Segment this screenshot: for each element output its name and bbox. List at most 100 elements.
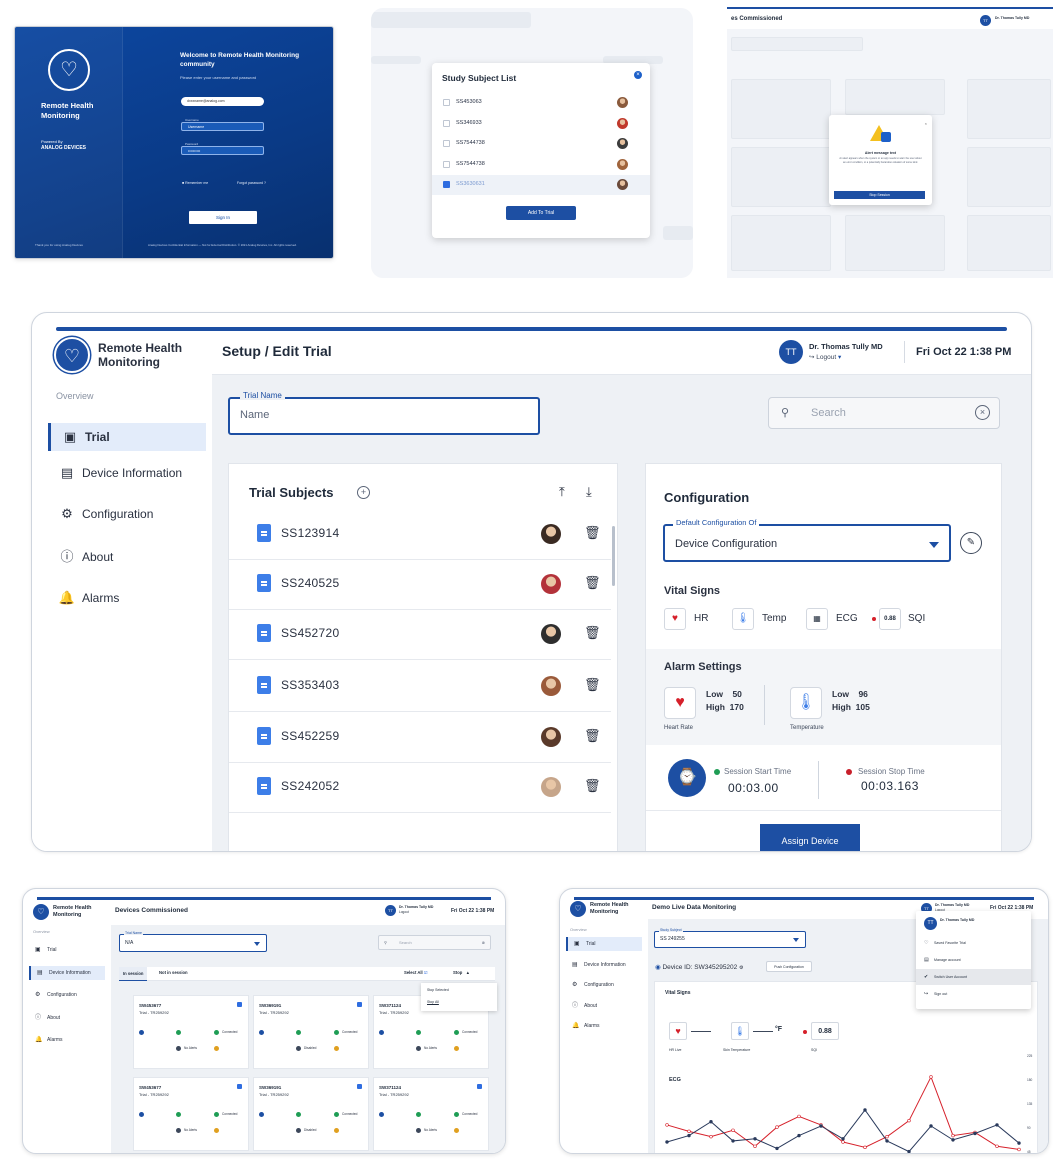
scrollbar[interactable] xyxy=(612,526,615,586)
avatar[interactable]: TT xyxy=(980,15,991,26)
table-row[interactable]: SS123914 🗑 xyxy=(229,510,611,560)
device-id: SW453677 xyxy=(139,1085,162,1090)
table-row[interactable]: SS240525 🗑 xyxy=(229,560,611,610)
ecg-icon[interactable]: ▦ xyxy=(806,608,828,630)
trash-icon[interactable]: 🗑 xyxy=(584,778,601,793)
trash-icon[interactable]: 🗑 xyxy=(584,575,601,590)
logout-link[interactable]: Logout xyxy=(399,910,409,914)
forgot-password-link[interactable]: Forgot password ? xyxy=(237,181,266,185)
checkbox[interactable] xyxy=(357,1084,362,1089)
sidebar-item-alarms[interactable]: 🔔 Alarms xyxy=(566,1019,642,1033)
list-item[interactable]: SS453063 xyxy=(432,93,650,113)
username-field[interactable]: Username xyxy=(181,122,264,131)
sidebar-item-trial[interactable]: ▣ Trial xyxy=(48,423,206,451)
trash-icon[interactable]: 🗑 xyxy=(584,625,601,640)
upload-icon[interactable]: ⤒ xyxy=(559,484,565,499)
add-icon[interactable]: + xyxy=(357,486,370,499)
list-item[interactable]: SS7544738 xyxy=(432,134,650,154)
assign-device-button[interactable]: Assign Device xyxy=(760,824,860,851)
checkbox[interactable] xyxy=(443,119,450,127)
remember-me-checkbox[interactable]: ■ Remember me xyxy=(182,181,209,185)
ecg-point xyxy=(797,1114,801,1119)
trash-icon[interactable]: 🗑 xyxy=(584,728,601,743)
checkbox[interactable] xyxy=(477,1084,482,1089)
menu-item-manage-account[interactable]: ▤ Manage account xyxy=(916,952,1031,968)
sidebar-item-device-information[interactable]: ▤ Device Information xyxy=(566,958,642,972)
sidebar-item-configuration[interactable]: ⚙ Configuration xyxy=(566,978,642,992)
menu-item-sign-out[interactable]: ↪ Sign out xyxy=(916,986,1031,1002)
sidebar-item-about[interactable]: ⓘ About xyxy=(566,999,642,1013)
sidebar-item-device-information[interactable]: ▤ Device Information xyxy=(29,965,105,980)
study-subject-select[interactable]: Study Subject SS 249255 xyxy=(654,928,806,948)
list-item[interactable]: SS7544738 xyxy=(432,155,650,175)
sqi-icon[interactable]: 0.88 xyxy=(879,608,901,630)
heart-icon[interactable]: ♥ xyxy=(664,608,686,630)
stop-session-button[interactable]: Stop Session xyxy=(834,191,925,199)
avatar[interactable]: TT xyxy=(779,340,803,364)
stop-selected-item[interactable]: Stop Selected xyxy=(427,988,449,992)
checkbox[interactable] xyxy=(443,181,450,188)
table-row[interactable]: SS452720 🗑 xyxy=(229,610,611,660)
stop-all-item[interactable]: Stop All xyxy=(427,1000,439,1004)
tab-in-session[interactable]: In session xyxy=(119,967,148,981)
sidebar-item-alarms[interactable]: 🔔 Alarms xyxy=(48,584,206,612)
sign-in-button[interactable]: Sign In xyxy=(189,211,257,224)
watch-icon: ⌚ xyxy=(668,759,706,797)
trial-name-input[interactable]: Trial Name Name xyxy=(228,391,540,435)
tab-not-in-session[interactable]: Not in session xyxy=(159,970,188,975)
avatar[interactable]: TT xyxy=(385,905,396,916)
checkbox[interactable] xyxy=(443,99,450,106)
device-card[interactable]: SW453677 Trial - TR259292 Connected No Aler… xyxy=(133,1077,249,1151)
thermometer-icon[interactable]: 🌡 xyxy=(732,608,754,630)
table-row[interactable]: SS353403 🗑 xyxy=(229,662,611,712)
trash-icon[interactable]: 🗑 xyxy=(584,677,601,692)
close-icon[interactable]: × xyxy=(634,71,642,79)
edit-icon[interactable]: ✎ xyxy=(960,532,982,554)
menu-item-saved-favorite-trial[interactable]: ♡ Saved Favorite Trial xyxy=(916,935,1031,951)
close-icon[interactable]: × xyxy=(924,121,927,126)
push-configuration-button[interactable]: Push Configuration xyxy=(766,961,812,972)
trial-name-select[interactable]: Trial Name N/A xyxy=(119,931,267,952)
checkbox[interactable] xyxy=(357,1002,362,1007)
sidebar-item-alarms[interactable]: 🔔 Alarms xyxy=(29,1033,105,1047)
clear-icon[interactable]: × xyxy=(975,405,990,420)
device-card[interactable]: SW369191 Trial - TR259292 Connected Disable… xyxy=(253,995,369,1069)
menu-item-switch-user-account[interactable]: ✔ Switch User Account xyxy=(916,969,1031,985)
clear-icon[interactable]: ⊗ xyxy=(481,940,485,945)
sidebar-item-about[interactable]: ⓘ About xyxy=(48,543,206,571)
password-field[interactable]: •••••••••• xyxy=(181,146,264,155)
stop-dropdown[interactable]: Stop ▲ xyxy=(453,970,470,975)
checkbox[interactable] xyxy=(443,160,450,168)
list-item[interactable]: SS3630631 xyxy=(432,175,650,195)
sidebar-item-about[interactable]: ⓘ About xyxy=(29,1011,105,1025)
sidebar-item-trial[interactable]: ▣ Trial xyxy=(566,937,642,951)
sidebar-item-configuration[interactable]: ⚙ Configuration xyxy=(48,500,206,528)
checkbox[interactable] xyxy=(443,140,450,147)
select-all[interactable]: Select All ☑ xyxy=(404,970,428,975)
checkbox[interactable] xyxy=(237,1084,242,1089)
add-to-trial-button[interactable]: Add To Trial xyxy=(506,206,576,220)
trash-icon[interactable]: 🗑 xyxy=(584,525,601,540)
search-input[interactable]: ⚲ Search ⊗ xyxy=(378,935,491,950)
email-field[interactable]: dxxxname@analog.com xyxy=(181,97,264,106)
configuration-select[interactable]: Default Configuration Of Device Configur… xyxy=(663,518,951,562)
checkbox[interactable] xyxy=(237,1002,242,1007)
heart-icon[interactable]: ♥ xyxy=(664,687,696,719)
sidebar-item-device-information[interactable]: ▤ Device Information xyxy=(48,459,206,487)
table-row[interactable]: SS452259 🗑 xyxy=(229,713,611,763)
search-input[interactable]: ⚲ Search × xyxy=(768,397,1000,429)
device-card[interactable]: SW453677 Trial - TR259292 Connected No Aler… xyxy=(133,995,249,1069)
sidebar-item-label: Configuration xyxy=(47,992,77,998)
chevron-down-icon[interactable]: ▾ xyxy=(837,354,842,361)
sidebar-item-configuration[interactable]: ⚙ Configuration xyxy=(29,988,105,1002)
logout-link[interactable]: Logout xyxy=(935,908,945,912)
download-icon[interactable]: ⤓ xyxy=(586,484,592,499)
device-card[interactable]: SW369191 Trial - TR259292 Connected Disable… xyxy=(253,1077,369,1151)
logout-link[interactable]: ↪ Logout ▾ xyxy=(809,354,842,361)
table-row[interactable]: SS242052 🗑 xyxy=(229,763,611,813)
thermometer-icon[interactable]: 🌡 xyxy=(790,687,822,719)
list-item[interactable]: SS346933 xyxy=(432,114,650,134)
sidebar-item-trial[interactable]: ▣ Trial xyxy=(29,943,105,957)
device-card[interactable]: SW371124 Trial - TR259292 Connected No Aler… xyxy=(373,1077,489,1151)
avatar[interactable]: TT xyxy=(921,903,932,914)
